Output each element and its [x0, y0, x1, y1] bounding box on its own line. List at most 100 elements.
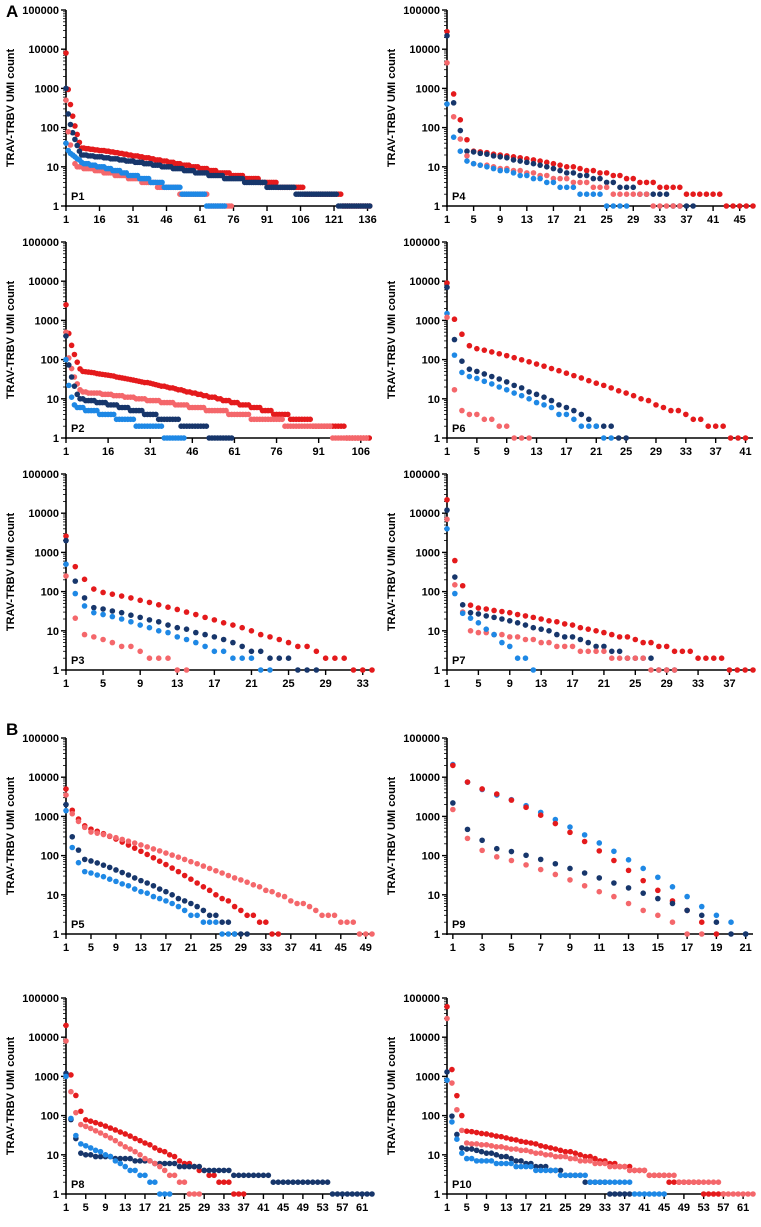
data-point-blue	[181, 907, 188, 914]
data-point-red	[498, 1133, 505, 1140]
data-point-blue	[483, 626, 490, 632]
data-point-red	[459, 582, 466, 589]
data-point-navy	[324, 1179, 331, 1185]
data-point-red	[284, 411, 291, 418]
data-point-blue	[81, 868, 88, 875]
data-point-navy	[499, 616, 505, 622]
data-point-navy	[585, 639, 592, 646]
data-point-blue	[220, 648, 227, 655]
data-point-pink	[528, 1148, 534, 1155]
data-point-navy	[295, 1179, 301, 1185]
data-point-navy	[578, 411, 585, 418]
data-point-blue	[112, 1158, 119, 1164]
data-point-pink	[725, 1191, 732, 1197]
data-point-pink	[118, 643, 125, 650]
data-point-navy	[146, 617, 153, 623]
y-tick-label: 10000	[409, 772, 440, 784]
data-point-red	[74, 131, 80, 138]
data-point-pink	[250, 881, 257, 888]
chart-p1: 1 10 100 1000 10000 100000 1 16 31 46 61 76 91 106 121…	[0, 2, 380, 234]
data-point-red	[570, 164, 577, 170]
data-point-navy	[563, 404, 570, 411]
x-tick-label: 29	[235, 942, 247, 954]
data-point-navy	[583, 172, 590, 179]
data-point-navy	[81, 856, 88, 863]
data-point-navy	[457, 127, 464, 134]
data-point-pink	[131, 840, 138, 846]
data-point-navy	[650, 191, 657, 197]
data-point-red	[211, 617, 218, 623]
data-point-red	[615, 387, 622, 394]
data-point-blue	[587, 1179, 593, 1185]
data-point-pink	[631, 1167, 638, 1174]
data-point-red	[586, 377, 592, 384]
data-point-pink	[459, 1127, 465, 1134]
data-point-pink	[350, 919, 357, 925]
data-point-pink	[63, 792, 69, 798]
data-point-blue	[183, 636, 190, 643]
data-point-red	[716, 191, 723, 197]
data-point-red	[683, 411, 689, 418]
x-tick-label: 21	[185, 942, 197, 954]
chart-svg: 1 10 100 1000 10000 100000 1 16 31 46 61 76 91 106 TRA…	[5, 237, 372, 458]
data-point-red	[230, 622, 236, 628]
data-point-navy	[556, 402, 562, 408]
data-point-blue	[543, 179, 550, 186]
data-point-navy	[488, 1150, 495, 1156]
data-point-blue	[503, 1160, 510, 1167]
data-point-red	[92, 1119, 99, 1126]
data-point-pink	[279, 416, 285, 423]
data-point-navy	[359, 1191, 365, 1197]
data-point-pink	[228, 203, 235, 209]
data-point-red	[193, 611, 199, 618]
data-point-blue	[541, 402, 547, 408]
data-point-navy	[267, 655, 273, 661]
data-point-red	[238, 907, 244, 914]
x-tick-label: 13	[135, 942, 147, 954]
x-tick-label: 49	[360, 942, 372, 954]
data-point-pink	[523, 1147, 529, 1154]
x-tick-label: 5	[83, 1202, 89, 1214]
data-point-blue	[611, 848, 617, 855]
data-point-pink	[496, 423, 503, 429]
x-tick-label: 29	[627, 214, 639, 226]
data-point-red	[122, 1131, 129, 1137]
x-tick-label: 5	[471, 214, 477, 226]
y-tick-label: 10000	[409, 44, 440, 56]
data-point-pink	[625, 900, 632, 907]
data-point-pink	[183, 667, 190, 673]
y-tick-label: 10000	[28, 1032, 59, 1044]
data-point-red	[617, 172, 623, 179]
data-point-pink	[517, 167, 523, 174]
chart-svg: 1 10 100 1000 10000 100000 1 5 9 13 17 21 25 29 33 37 41…	[386, 5, 756, 226]
data-point-navy	[601, 643, 607, 650]
data-point-red	[466, 342, 473, 349]
data-point-blue	[159, 179, 165, 186]
y-tick-label: 1	[434, 433, 440, 445]
data-point-red	[583, 167, 590, 174]
data-point-navy	[475, 611, 482, 617]
data-point-red	[313, 648, 320, 655]
panel-label: P1	[71, 191, 84, 203]
x-tick-label: 41	[257, 1202, 269, 1214]
x-tick-label: 29	[661, 678, 673, 690]
data-point-blue	[142, 1172, 148, 1179]
data-point-pink	[522, 636, 529, 643]
data-point-pink	[125, 838, 132, 844]
data-point-navy	[518, 1158, 524, 1164]
x-tick-label: 21	[598, 678, 610, 690]
data-point-navy	[153, 411, 159, 418]
data-point-pink	[191, 1191, 198, 1197]
x-tick-label: 5	[88, 942, 94, 954]
data-point-pink	[503, 423, 510, 429]
data-point-red	[444, 496, 450, 503]
data-point-navy	[459, 602, 466, 608]
data-point-navy	[464, 148, 470, 155]
data-point-red	[571, 372, 577, 379]
data-point-pink	[87, 1125, 94, 1132]
data-point-navy	[244, 931, 250, 937]
data-point-blue	[193, 639, 199, 646]
data-point-red	[213, 892, 219, 898]
data-point-pink	[593, 648, 599, 655]
data-point-red	[165, 604, 171, 610]
